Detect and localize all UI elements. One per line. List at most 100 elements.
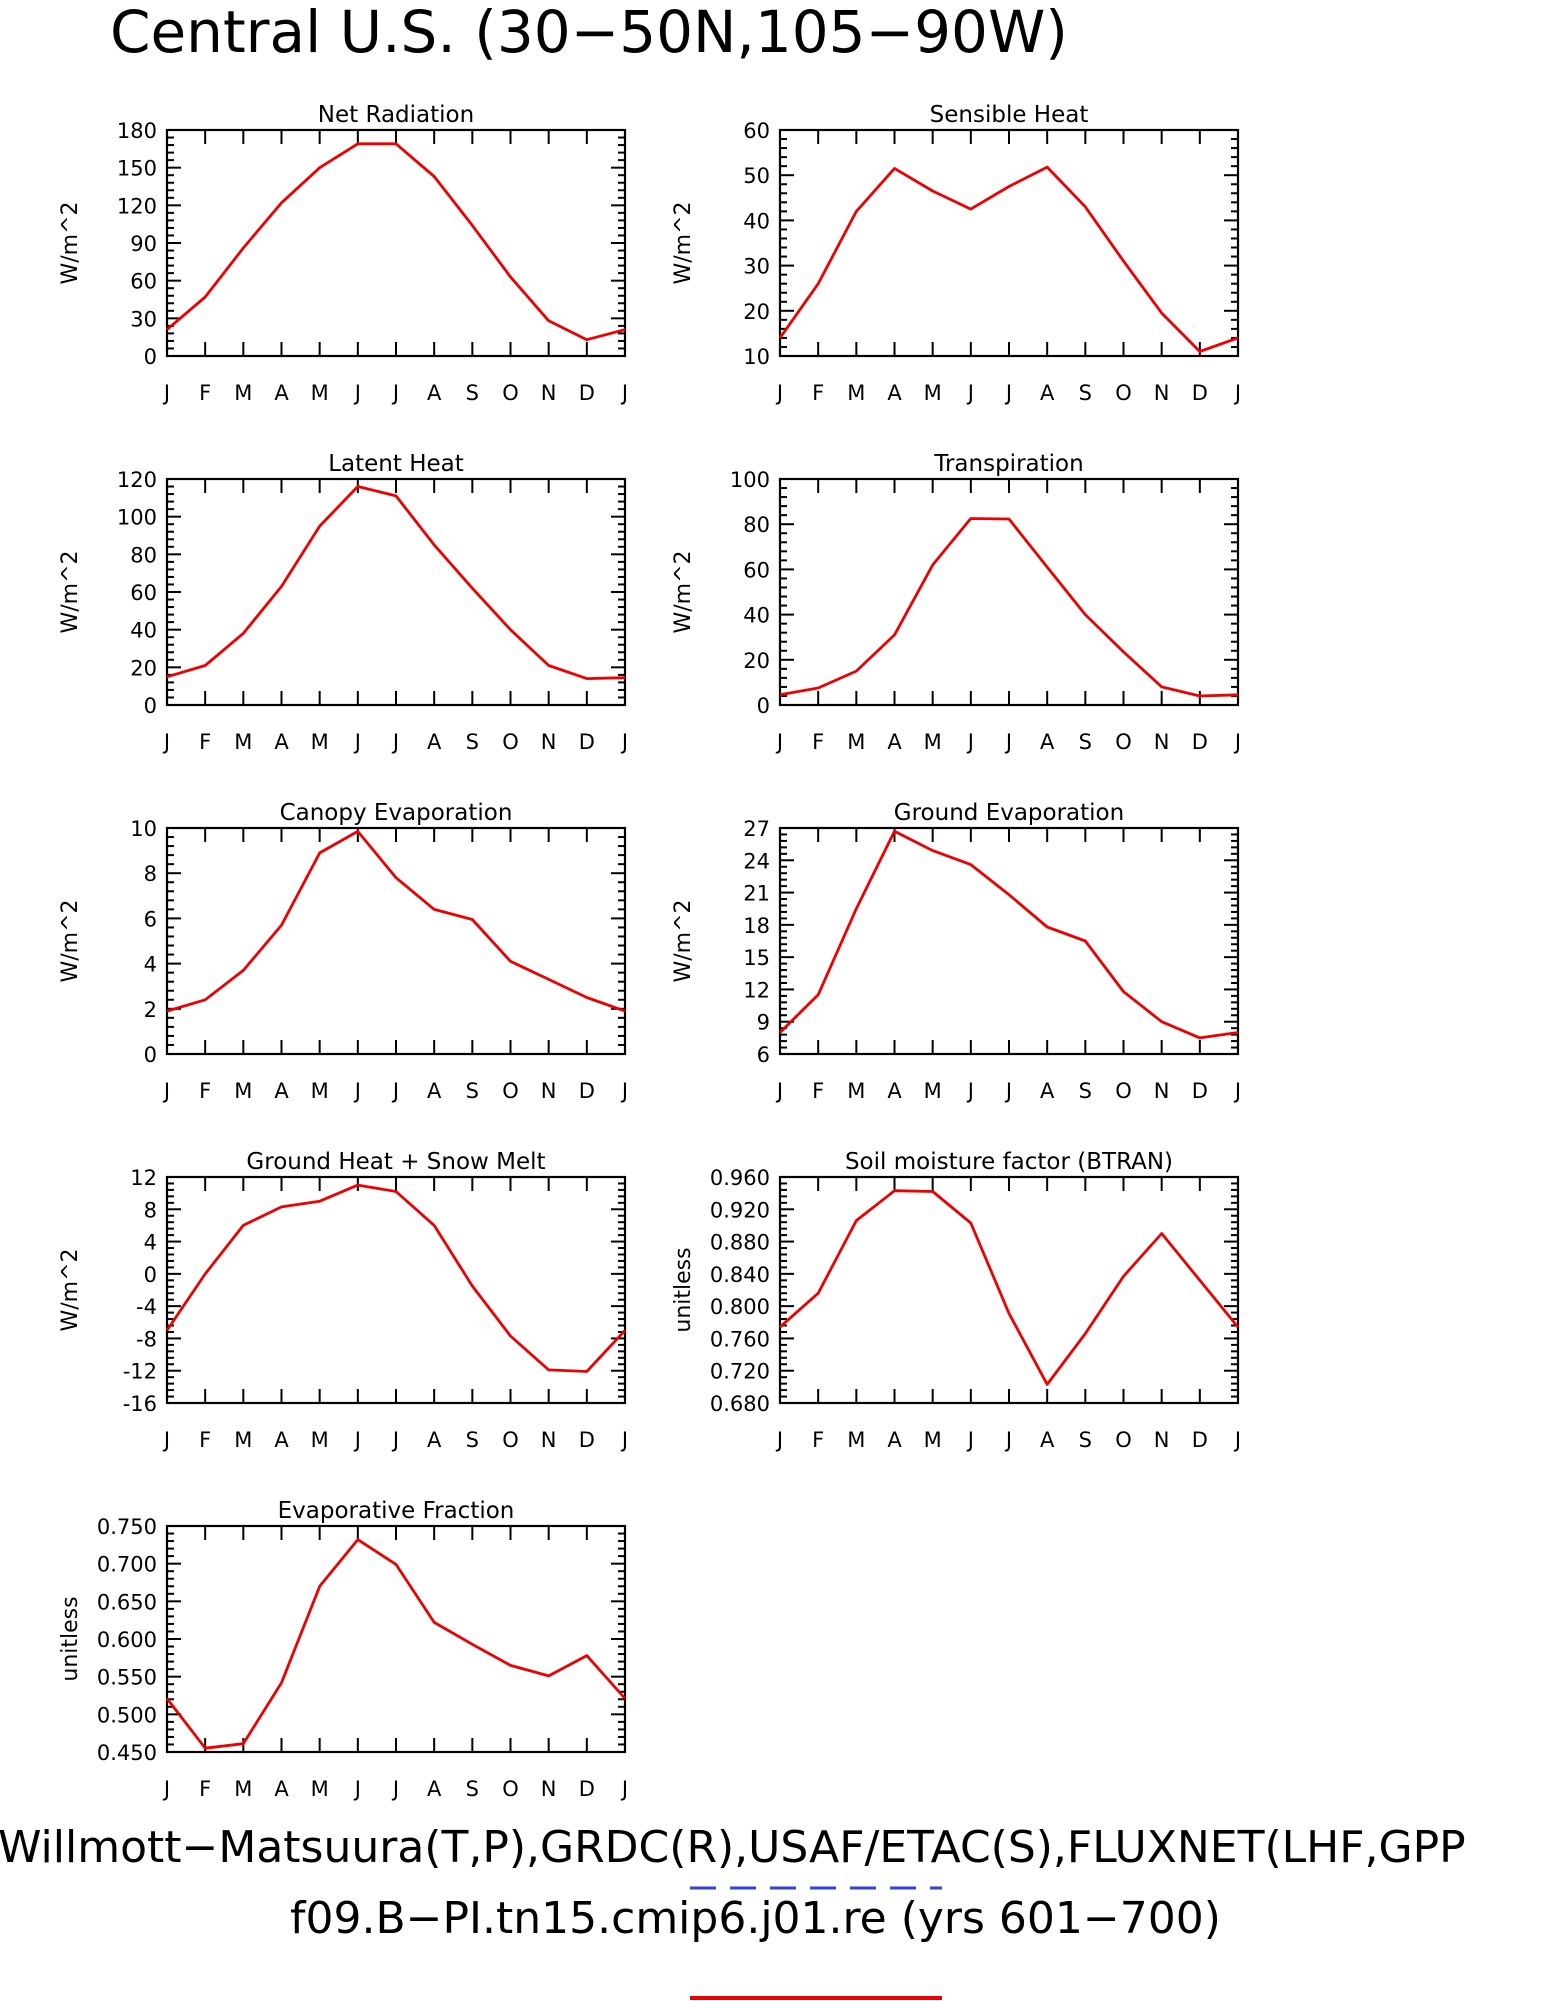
x-tick-label: J <box>391 1777 399 1801</box>
x-tick-label: S <box>466 1777 479 1801</box>
y-tick-label: 12 <box>130 1166 157 1190</box>
y-tick-label: 15 <box>743 946 770 970</box>
y-tick-label: 21 <box>743 882 770 906</box>
y-axis-label: W/m^2 <box>58 550 83 633</box>
y-tick-label: 27 <box>743 817 770 841</box>
plot-frame <box>165 477 627 707</box>
panel-title: Soil moisture factor (BTRAN) <box>845 1149 1173 1175</box>
y-tick-label: 180 <box>117 119 157 143</box>
y-tick-label: 0.800 <box>710 1295 770 1319</box>
x-tick-label: M <box>234 381 252 405</box>
x-tick-label: A <box>274 1428 289 1452</box>
y-tick-label: 10 <box>743 345 770 369</box>
panel-title: Canopy Evaporation <box>280 800 513 826</box>
x-tick-label: N <box>1154 1079 1170 1103</box>
y-tick-label: 0 <box>144 1263 157 1287</box>
x-tick-label: J <box>391 730 399 754</box>
y-tick-label: 4 <box>144 1231 157 1255</box>
y-tick-label: 8 <box>144 1198 157 1222</box>
x-tick-label: M <box>847 1079 865 1103</box>
x-tick-label: D <box>1192 1079 1208 1103</box>
x-tick-label: J <box>775 381 783 405</box>
x-tick-label: M <box>924 1079 942 1103</box>
y-tick-label: 40 <box>743 209 770 233</box>
x-tick-label: A <box>274 1079 289 1103</box>
panel-title: Evaporative Fraction <box>278 1498 515 1524</box>
y-tick-label: 120 <box>117 194 157 218</box>
series-line <box>165 1183 627 1373</box>
panel-6: Ground Heat + Snow Melt -16 -12 -8 -4 0 4 8 12 J F… <box>58 1149 628 1452</box>
x-tick-label: J <box>391 1079 399 1103</box>
x-tick-label: O <box>502 730 519 754</box>
x-tick-label: M <box>847 730 865 754</box>
x-tick-label: M <box>847 1428 865 1452</box>
x-tick-label: J <box>391 381 399 405</box>
x-tick-label: J <box>353 1079 361 1103</box>
x-tick-label: M <box>311 1079 329 1103</box>
x-tick-label: M <box>847 381 865 405</box>
y-tick-label: -12 <box>123 1360 157 1384</box>
y-tick-label: 20 <box>743 649 770 673</box>
x-tick-label: M <box>924 1428 942 1452</box>
x-tick-label: A <box>887 381 902 405</box>
x-tick-label: F <box>812 381 824 405</box>
x-tick-label: N <box>1154 730 1170 754</box>
x-tick-label: J <box>620 1777 628 1801</box>
panel-8: Evaporative Fraction 0.450 0.500 0.550 0.600… <box>58 1498 628 1801</box>
x-tick-label: F <box>199 381 211 405</box>
x-tick-label: M <box>234 730 252 754</box>
x-tick-label: M <box>234 1079 252 1103</box>
x-tick-label: F <box>199 1079 211 1103</box>
plot-frame <box>778 826 1240 1056</box>
y-tick-label: 40 <box>130 619 157 643</box>
x-tick-label: F <box>199 1428 211 1452</box>
series-line <box>779 517 1239 698</box>
x-tick-label: M <box>311 730 329 754</box>
plot-frame <box>778 477 1240 707</box>
y-tick-label: 0.840 <box>710 1263 770 1287</box>
x-tick-label: J <box>162 1777 170 1801</box>
footer-line1: Willmott−Matsuura(T,P),GRDC(R),USAF/ETAC… <box>0 1822 1466 1873</box>
x-tick-label: F <box>812 730 824 754</box>
y-tick-label: 0 <box>144 694 157 718</box>
x-tick-label: D <box>579 1079 595 1103</box>
y-tick-label: 100 <box>730 468 770 492</box>
x-tick-label: D <box>1192 381 1208 405</box>
figure-title: Central U.S. (30−50N,105−90W) <box>110 0 1068 66</box>
y-tick-label: 60 <box>743 119 770 143</box>
x-tick-label: S <box>1079 381 1092 405</box>
y-tick-label: 100 <box>117 506 157 530</box>
y-tick-label: 4 <box>144 953 157 977</box>
x-tick-label: A <box>427 730 442 754</box>
x-tick-label: J <box>162 1079 170 1103</box>
x-tick-label: O <box>502 381 519 405</box>
plot-frame <box>165 826 627 1056</box>
x-tick-label: S <box>466 730 479 754</box>
x-tick-label: M <box>234 1777 252 1801</box>
x-tick-label: J <box>966 730 974 754</box>
panel-title: Sensible Heat <box>930 102 1089 128</box>
y-tick-label: 0.750 <box>97 1515 157 1539</box>
y-tick-label: 0.450 <box>97 1741 157 1765</box>
x-tick-label: F <box>199 730 211 754</box>
x-tick-label: S <box>466 381 479 405</box>
x-tick-label: J <box>162 381 170 405</box>
x-tick-label: N <box>541 1777 557 1801</box>
y-axis-label: W/m^2 <box>671 550 696 633</box>
y-tick-label: 60 <box>743 558 770 582</box>
x-tick-label: A <box>887 1079 902 1103</box>
x-tick-label: J <box>1233 381 1241 405</box>
y-tick-label: 20 <box>130 656 157 680</box>
x-tick-label: A <box>274 381 289 405</box>
y-tick-label: 0.700 <box>97 1553 157 1577</box>
series-line <box>166 830 626 1013</box>
x-tick-label: O <box>502 1777 519 1801</box>
y-tick-label: 60 <box>130 581 157 605</box>
y-tick-label: 80 <box>130 543 157 567</box>
